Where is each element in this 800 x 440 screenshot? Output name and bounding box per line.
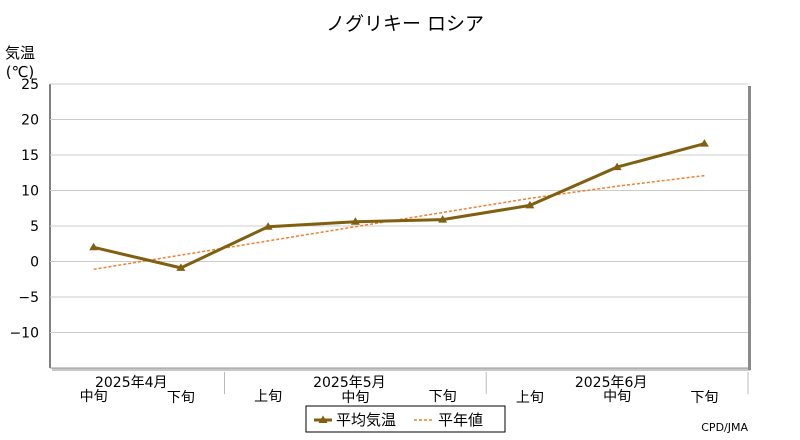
y-tick-label: −5	[18, 290, 39, 306]
series-line-average	[93, 142, 705, 270]
x-category-label: 中旬	[341, 390, 369, 406]
x-category-label: 中旬	[603, 389, 631, 405]
chart-title: ノグリキー ロシア	[326, 13, 484, 35]
data-point-average	[263, 222, 273, 230]
credit-text: CPD/JMA	[701, 421, 748, 434]
y-tick-label: 15	[21, 148, 39, 164]
plot-frame	[49, 84, 751, 371]
legend: 平均気温 平年値	[305, 405, 506, 433]
x-category-label: 上旬	[516, 390, 544, 406]
data-point-average	[525, 200, 535, 209]
data-point-average	[438, 215, 448, 223]
x-month-label: 2025年5月	[313, 375, 386, 391]
x-month-label: 2025年6月	[575, 375, 648, 391]
x-category-label: 上旬	[254, 389, 282, 405]
y-tick-label: 10	[21, 184, 39, 200]
x-category-label: 下旬	[429, 389, 457, 405]
data-point-average	[350, 217, 360, 225]
x-month-label: 2025年4月	[95, 375, 168, 391]
legend-label-normal: 平年値	[438, 411, 483, 429]
data-point-average	[699, 139, 709, 147]
legend-marker-average	[318, 415, 328, 423]
series-layer	[89, 139, 709, 271]
y-axis-label-line1: 気温	[5, 44, 35, 62]
legend-label-average: 平均気温	[336, 411, 396, 429]
y-tick-label: 5	[30, 219, 39, 235]
data-point-average	[612, 162, 622, 171]
data-point-average	[89, 242, 99, 251]
grid-lines	[50, 83, 748, 333]
legend-box	[305, 405, 506, 433]
y-tick-label: 25	[21, 77, 39, 93]
y-tick-label: 0	[30, 255, 39, 271]
series-line-normal	[93, 174, 705, 271]
x-category-label: 下旬	[690, 390, 718, 406]
y-axis-label-line2: (℃)	[6, 63, 35, 81]
y-tick-label: −10	[9, 326, 39, 342]
x-category-label: 下旬	[167, 390, 195, 406]
data-point-average	[176, 263, 186, 271]
x-category-label: 中旬	[80, 389, 108, 405]
y-tick-label: 20	[21, 113, 39, 129]
y-tick-labels: −10 −5 0 5 10 15 20 25	[9, 77, 39, 342]
